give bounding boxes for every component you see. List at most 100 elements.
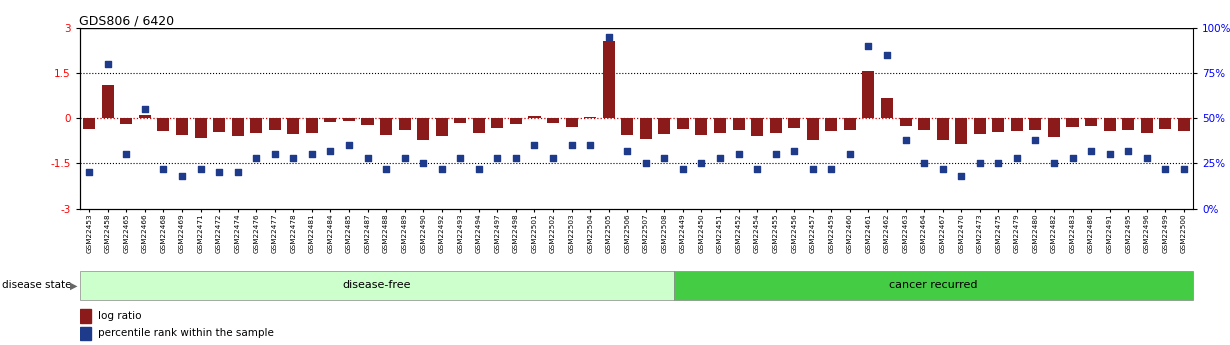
Point: [1155, 166, 1175, 171]
Bar: [844, 118, 856, 130]
Bar: [899, 118, 911, 126]
Point: [599, 34, 619, 39]
Point: [339, 142, 359, 148]
Point: [264, 152, 284, 157]
Point: [581, 142, 600, 148]
Point: [246, 155, 266, 161]
Bar: [213, 118, 225, 132]
Bar: [80, 309, 91, 323]
Point: [951, 173, 970, 179]
Point: [673, 166, 692, 171]
Bar: [268, 118, 280, 130]
Point: [859, 43, 878, 48]
Point: [450, 155, 470, 161]
Bar: [733, 118, 744, 130]
Point: [1173, 166, 1193, 171]
Bar: [1159, 118, 1171, 129]
Bar: [1011, 118, 1023, 131]
Bar: [325, 118, 337, 122]
Bar: [770, 118, 782, 132]
Point: [283, 155, 303, 161]
Bar: [658, 118, 670, 134]
Bar: [640, 118, 652, 139]
Point: [1137, 155, 1156, 161]
Point: [395, 155, 415, 161]
Bar: [807, 118, 819, 140]
Bar: [621, 118, 633, 135]
Point: [432, 166, 451, 171]
Point: [1063, 155, 1082, 161]
Bar: [1048, 118, 1060, 137]
Point: [209, 170, 229, 175]
Bar: [343, 118, 355, 120]
Point: [803, 166, 823, 171]
Text: cancer recurred: cancer recurred: [889, 280, 978, 290]
Bar: [510, 118, 522, 124]
Bar: [231, 118, 244, 136]
Point: [80, 170, 100, 175]
Bar: [472, 118, 485, 132]
Bar: [974, 118, 985, 134]
Point: [469, 166, 488, 171]
Point: [525, 142, 545, 148]
Bar: [603, 41, 615, 118]
Bar: [713, 118, 726, 132]
Bar: [547, 118, 560, 123]
Bar: [676, 118, 689, 129]
Text: log ratio: log ratio: [98, 311, 141, 321]
Bar: [176, 118, 188, 135]
Point: [1100, 152, 1119, 157]
Bar: [250, 118, 262, 133]
Point: [544, 155, 563, 161]
Bar: [399, 118, 411, 130]
Bar: [695, 118, 707, 135]
Bar: [306, 118, 317, 132]
Point: [191, 166, 210, 171]
Point: [710, 155, 729, 161]
Point: [728, 152, 748, 157]
Bar: [1140, 118, 1153, 132]
Bar: [862, 71, 875, 118]
Bar: [454, 118, 466, 123]
Bar: [881, 98, 893, 118]
Bar: [435, 118, 448, 136]
Point: [413, 161, 433, 166]
Bar: [1122, 118, 1134, 130]
Bar: [752, 118, 763, 136]
Point: [98, 61, 118, 67]
Bar: [491, 118, 503, 128]
Bar: [993, 118, 1005, 132]
Bar: [84, 118, 95, 129]
Point: [822, 166, 841, 171]
Text: disease-free: disease-free: [342, 280, 411, 290]
Bar: [956, 118, 967, 144]
Point: [877, 52, 897, 58]
Text: percentile rank within the sample: percentile rank within the sample: [98, 328, 274, 338]
Point: [154, 166, 173, 171]
Bar: [139, 115, 151, 118]
Text: ▶: ▶: [70, 280, 77, 290]
Point: [303, 152, 322, 157]
Bar: [1066, 118, 1079, 127]
Bar: [1103, 118, 1116, 131]
Point: [766, 152, 786, 157]
Point: [617, 148, 637, 154]
Text: GDS806 / 6420: GDS806 / 6420: [79, 14, 173, 28]
Point: [487, 155, 507, 161]
Point: [636, 161, 656, 166]
Point: [932, 166, 952, 171]
Point: [228, 170, 247, 175]
Bar: [1030, 118, 1042, 130]
Bar: [121, 118, 133, 124]
Bar: [1178, 118, 1189, 131]
Point: [117, 152, 137, 157]
Bar: [102, 85, 114, 118]
Point: [172, 173, 192, 179]
Bar: [157, 118, 170, 131]
Point: [1118, 148, 1138, 154]
Point: [1044, 161, 1064, 166]
Point: [895, 137, 915, 143]
Bar: [529, 116, 540, 118]
Bar: [788, 118, 801, 128]
Bar: [417, 118, 429, 140]
